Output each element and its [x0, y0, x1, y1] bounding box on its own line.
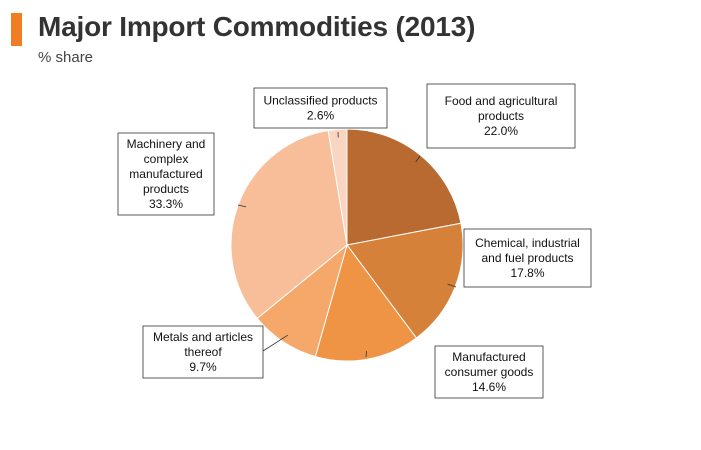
slice-value-label: 22.0% [484, 124, 518, 138]
callout-box [253, 87, 388, 129]
callout-box [463, 228, 592, 288]
slice-category-label: complex [144, 152, 189, 166]
slice-category-label: Manufactured [452, 350, 525, 364]
pie-slice [346, 128, 462, 246]
chart-subtitle: % share [38, 49, 94, 66]
callout-leader-line [262, 334, 288, 352]
pie-slice [327, 128, 348, 246]
callout-box [117, 132, 215, 216]
callout-box [434, 345, 544, 399]
slice-category-label: products [143, 182, 189, 196]
slice-callout: Machinery andcomplexmanufacturedproducts… [117, 132, 247, 216]
callout-leader-line [415, 155, 421, 163]
callouts: Food and agriculturalproducts22.0%Chemic… [117, 83, 592, 399]
callout-leader-line [237, 204, 247, 208]
slice-value-label: 33.3% [149, 197, 183, 211]
slice-category-label: Chemical, industrial [475, 236, 580, 250]
chart-title: Major Import Commodities (2013) [38, 11, 476, 42]
slice-value-label: 14.6% [472, 380, 506, 394]
slice-category-label: Metals and articles [153, 330, 253, 344]
callout-box [142, 325, 264, 379]
slice-category-label: Machinery and [127, 137, 206, 151]
slice-category-label: Unclassified products [263, 94, 377, 108]
callout-leader-line [447, 283, 457, 288]
slice-category-label: products [478, 109, 524, 123]
slice-category-label: consumer goods [445, 365, 534, 379]
pie-slice [230, 129, 348, 320]
slice-category-label: manufactured [129, 167, 202, 181]
slice-value-label: 9.7% [189, 360, 217, 374]
slice-value-label: 17.8% [510, 266, 544, 280]
callout-leader-line [365, 351, 367, 358]
pie-slice [314, 243, 418, 362]
slice-value-label: 2.6% [307, 109, 335, 123]
callout-box [426, 83, 576, 149]
slice-category-label: and fuel products [481, 251, 573, 265]
slice-category-label: Food and agricultural [445, 94, 558, 108]
title-accent-bar [11, 13, 22, 46]
pie-slices [230, 128, 464, 362]
slice-category-label: thereof [184, 345, 222, 359]
